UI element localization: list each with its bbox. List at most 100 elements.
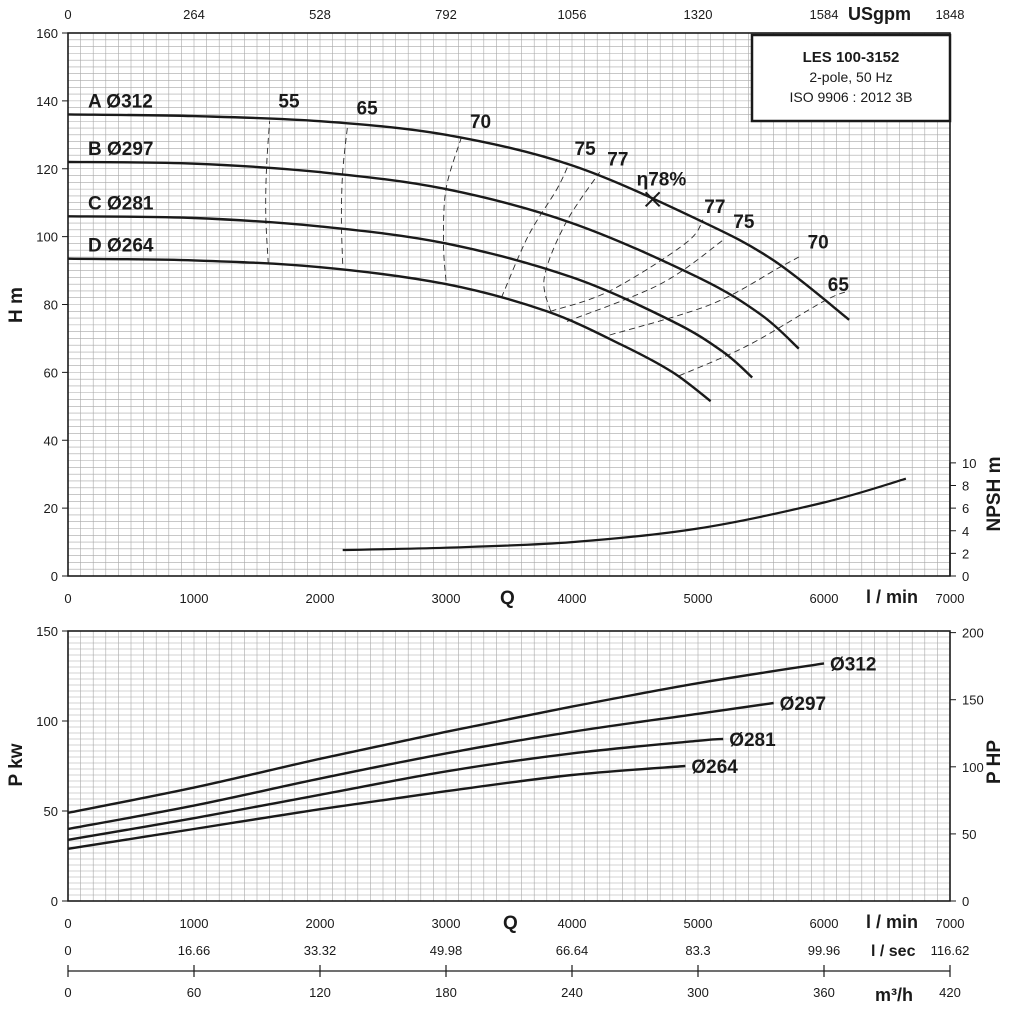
labels: 0 1000 2000 3000 4000 5000 6000 700002040608010… xyxy=(36,7,983,1000)
m3h-tick-label: 120 xyxy=(309,985,331,1000)
efficiency-label: 75 xyxy=(733,212,755,233)
lsec-tick-label: 66.64 xyxy=(556,943,589,958)
head-y-tick-label: 0 xyxy=(51,569,58,584)
power-curve-2 xyxy=(67,737,724,841)
power-x-tick-label: 5000 xyxy=(684,916,713,931)
lmin-unit-bottom: l / min xyxy=(866,912,918,932)
head-y-tick-label: 100 xyxy=(36,230,58,245)
npsh-y-tick-label: 10 xyxy=(962,456,976,471)
model-name: LES 100-3152 xyxy=(803,49,900,66)
head-curve-label: C Ø281 xyxy=(88,193,154,214)
power-x-tick-label: 7000 xyxy=(936,916,965,931)
q-symbol-top: Q xyxy=(500,588,515,609)
m3h-tick-label: 300 xyxy=(687,985,709,1000)
title-box-frame xyxy=(750,33,952,123)
power-curve-label: Ø312 xyxy=(830,654,876,675)
model-standard: ISO 9906 : 2012 3B xyxy=(790,89,913,105)
usgpm-tick-label: 1848 xyxy=(936,7,965,22)
head-x-tick-label: 3000 xyxy=(432,591,461,606)
q-symbol-bottom: Q xyxy=(503,913,518,934)
power-x-tick-label: 3000 xyxy=(432,916,461,931)
power-x-tick-label: 4000 xyxy=(558,916,587,931)
power-curve-label: Ø281 xyxy=(729,730,776,751)
m3h-tick-label: 180 xyxy=(435,985,457,1000)
usgpm-tick-label: 528 xyxy=(309,7,331,22)
efficiency-label: 77 xyxy=(607,149,628,170)
head-y-tick-label: 120 xyxy=(36,162,58,177)
power-hp-tick-label: 150 xyxy=(962,693,984,708)
power-y-tick-label: 100 xyxy=(36,714,58,729)
head-x-tick-label: 2000 xyxy=(306,591,335,606)
efficiency-line-65 xyxy=(678,290,850,377)
power-curve-label: Ø297 xyxy=(780,694,826,715)
lsec-tick-label: 99.96 xyxy=(808,943,841,958)
power-hp-tick-label: 0 xyxy=(962,894,969,909)
usgpm-tick-label: 264 xyxy=(183,7,205,22)
head-y-tick-label: 60 xyxy=(44,365,58,380)
npsh-y-tick-label: 6 xyxy=(962,501,969,516)
power-curve-1 xyxy=(67,701,774,831)
npsh-y-tick-label: 4 xyxy=(962,524,969,539)
power-y-tick-label: 150 xyxy=(36,624,58,639)
head-curve-label: A Ø312 xyxy=(88,91,153,112)
lsec-tick-label: 0 xyxy=(64,943,71,958)
head-y-tick-label: 140 xyxy=(36,94,58,109)
usgpm-tick-label: 1584 xyxy=(810,7,839,22)
usgpm-unit: USgpm xyxy=(848,4,911,24)
head-y-tick-label: 160 xyxy=(36,26,58,41)
head-y-tick-label: 20 xyxy=(44,501,58,516)
lsec-unit: l / sec xyxy=(871,943,916,960)
m3h-unit: m³/h xyxy=(875,985,913,1005)
head-x-tick-label: 1000 xyxy=(180,591,209,606)
npsh-y-tick-label: 2 xyxy=(962,546,969,561)
power-kw-axis-label: P kw xyxy=(6,743,27,786)
head-axis-label: H m xyxy=(6,287,27,323)
usgpm-tick-label: 0 xyxy=(64,7,71,22)
efficiency-line-55 xyxy=(265,121,271,264)
head-curve-0 xyxy=(67,113,850,321)
lsec-tick-label: 116.62 xyxy=(931,943,970,958)
efficiency-line-65 xyxy=(340,124,349,264)
npsh-curve xyxy=(342,477,907,552)
efficiency-label: 70 xyxy=(470,112,491,133)
efficiency-label: 75 xyxy=(575,139,597,160)
power-hp-tick-label: 50 xyxy=(962,827,976,842)
power-plot-frame xyxy=(67,630,951,902)
lsec-tick-label: 49.98 xyxy=(430,943,463,958)
power-y-tick-label: 0 xyxy=(51,894,58,909)
curves xyxy=(67,113,907,850)
power-y-tick-label: 50 xyxy=(44,804,58,819)
model-poles: 2-pole, 50 Hz xyxy=(809,69,892,85)
m3h-tick-label: 0 xyxy=(64,985,71,1000)
power-x-tick-label: 0 xyxy=(64,916,71,931)
power-curve-label: Ø264 xyxy=(691,757,738,778)
m3h-tick-label: 360 xyxy=(813,985,835,1000)
usgpm-tick-label: 1056 xyxy=(558,7,587,22)
head-curve-2 xyxy=(67,215,753,379)
efficiency-line-70 xyxy=(609,256,800,336)
npsh-y-tick-label: 8 xyxy=(962,479,969,494)
power-curve-3 xyxy=(67,764,686,850)
efficiency-label: 55 xyxy=(278,92,300,113)
bep-marker xyxy=(644,191,661,208)
head-curve-label: B Ø297 xyxy=(88,139,153,160)
usgpm-tick-label: 792 xyxy=(435,7,457,22)
efficiency-line-75 xyxy=(500,165,569,298)
power-hp-axis-label: P HP xyxy=(984,740,1005,784)
npsh-axis-label: NPSH m xyxy=(984,457,1005,532)
head-y-tick-label: 80 xyxy=(44,298,58,313)
efficiency-line-75 xyxy=(566,239,724,322)
m3h-tick-label: 420 xyxy=(939,985,961,1000)
usgpm-tick-label: 1320 xyxy=(684,7,713,22)
power-x-tick-label: 2000 xyxy=(306,916,335,931)
lsec-tick-label: 83.3 xyxy=(685,943,710,958)
head-curve-3 xyxy=(67,257,712,403)
head-curve-label: D Ø264 xyxy=(88,236,154,257)
power-grid xyxy=(67,630,951,902)
m3h-tick-label: 60 xyxy=(187,985,201,1000)
npsh-y-tick-label: 0 xyxy=(962,569,969,584)
lmin-unit-top: l / min xyxy=(866,587,918,607)
title-box: LES 100-3152 2-pole, 50 Hz ISO 9906 : 20… xyxy=(750,33,952,123)
head-x-tick-label: 0 xyxy=(64,591,71,606)
